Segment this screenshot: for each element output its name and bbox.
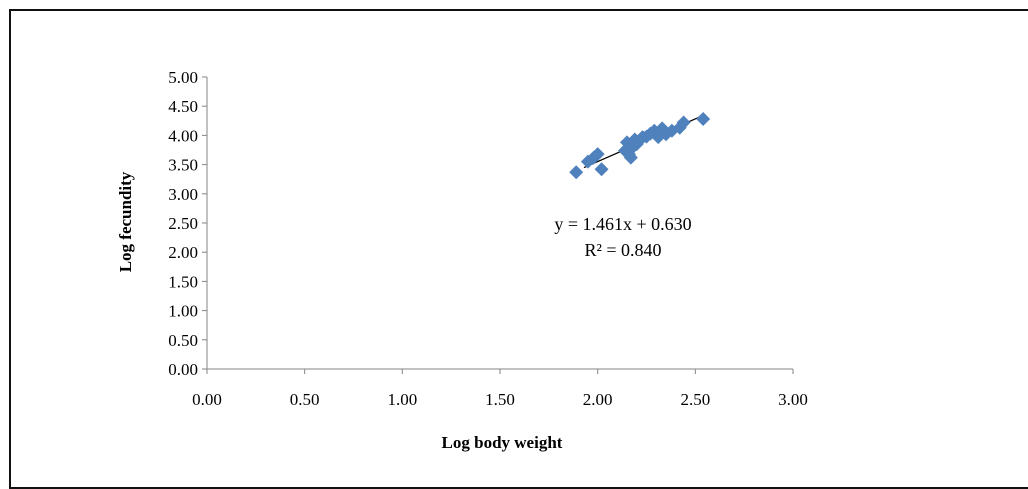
x-tick-label: 1.50 bbox=[485, 390, 515, 409]
y-tick-label: 0.00 bbox=[168, 360, 198, 379]
data-point bbox=[676, 115, 691, 130]
y-axis-title: Log fecundity bbox=[116, 171, 135, 272]
data-point bbox=[696, 112, 711, 127]
x-tick-label: 2.00 bbox=[583, 390, 613, 409]
scatter-chart: 0.00 0.50 1.00 1.50 2.00 2.50 3.00 3.50 4.00 4.50… bbox=[116, 68, 808, 452]
x-tick-label: 0.00 bbox=[192, 390, 222, 409]
y-tick-label: 0.50 bbox=[168, 331, 198, 350]
y-tick-label: 2.00 bbox=[168, 243, 198, 262]
y-tick-label: 1.00 bbox=[168, 302, 198, 321]
y-tick-label: 2.50 bbox=[168, 214, 198, 233]
y-tick-label: 3.00 bbox=[168, 185, 198, 204]
y-tick-label: 4.00 bbox=[168, 126, 198, 145]
y-tick-label: 1.50 bbox=[168, 272, 198, 291]
data-point bbox=[594, 162, 609, 177]
x-tick-label: 1.00 bbox=[387, 390, 417, 409]
x-tick-label: 0.50 bbox=[290, 390, 320, 409]
data-point bbox=[659, 127, 674, 142]
x-tick-label: 2.50 bbox=[680, 390, 710, 409]
y-tick-label: 5.00 bbox=[168, 68, 198, 87]
chart-points bbox=[569, 112, 711, 180]
equation-annotation: y = 1.461x + 0.630 bbox=[554, 214, 691, 234]
x-axis-title: Log body weight bbox=[442, 433, 563, 452]
data-point bbox=[623, 150, 638, 165]
r-squared-annotation: R² = 0.840 bbox=[584, 240, 661, 260]
y-tick-label: 4.50 bbox=[168, 97, 198, 116]
x-tick-label: 3.00 bbox=[778, 390, 808, 409]
figure-frame bbox=[9, 9, 1028, 489]
y-tick-label: 3.50 bbox=[168, 156, 198, 175]
chart-labels: y = 1.461x + 0.630 R² = 0.840 Log body w… bbox=[116, 171, 692, 452]
chart-axes: 0.00 0.50 1.00 1.50 2.00 2.50 3.00 3.50 4.00 4.50… bbox=[168, 68, 808, 409]
data-point bbox=[569, 165, 584, 180]
data-point bbox=[590, 147, 605, 162]
